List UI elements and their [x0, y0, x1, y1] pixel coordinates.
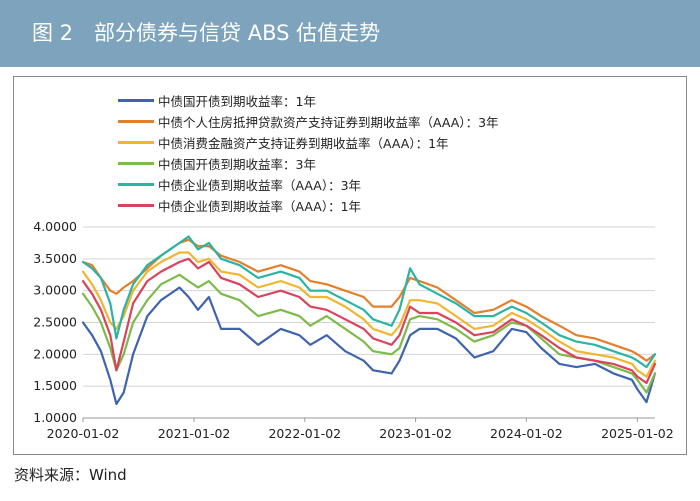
y-tick-label: 1.5000: [33, 378, 77, 393]
legend-label: 中债国开债到期收益率：3年: [158, 157, 316, 172]
y-tick-label: 3.0000: [33, 283, 77, 298]
chart-legend: 中债国开债到期收益率：1年中债个人住房抵押贷款资产支持证券到期收益率（AAA）：…: [118, 90, 499, 216]
x-tick-label: 2024-01-02: [490, 426, 563, 441]
y-tick-label: 1.0000: [33, 410, 77, 425]
y-tick-label: 3.5000: [33, 251, 77, 266]
legend-label: 中债企业债到期收益率（AAA）：1年: [158, 199, 362, 214]
series-line: [81, 286, 657, 406]
legend-label: 中债消费金融资产支持证券到期收益率（AAA）：1年: [158, 136, 449, 151]
chart-frame: [13, 76, 687, 455]
legend-label: 中债企业债到期收益率（AAA）：3年: [158, 178, 362, 193]
legend-swatch: [118, 183, 154, 186]
x-tick-label: 2023-01-02: [379, 426, 452, 441]
line-chart: 1.0000 1.5000 2.0000 2.5000 3.0000 3.5000 4.00…: [33, 219, 674, 441]
x-tick-label: 2022-01-02: [268, 426, 341, 441]
series-line: [81, 238, 657, 362]
legend-swatch: [118, 99, 154, 102]
legend-item: 中债个人住房抵押贷款资产支持证券到期收益率（AAA）：3年: [118, 111, 499, 132]
figure-title: 图 2 部分债券与信贷 ABS 估值走势: [32, 21, 381, 45]
legend-item: 中债消费金融资产支持证券到期收益率（AAA）：1年: [118, 132, 499, 153]
legend-label: 中债国开债到期收益率：1年: [158, 94, 316, 109]
legend-item: 中债国开债到期收益率：3年: [118, 153, 499, 174]
legend-swatch: [118, 162, 154, 165]
legend-swatch: [118, 204, 154, 207]
y-tick-label: 2.0000: [33, 346, 77, 361]
legend-swatch: [118, 141, 154, 144]
legend-item: 中债国开债到期收益率：1年: [118, 90, 499, 111]
series-line: [81, 257, 657, 385]
x-tick-label: 2025-01-02: [601, 426, 674, 441]
y-tick-label: 2.5000: [33, 315, 77, 330]
legend-label: 中债个人住房抵押贷款资产支持证券到期收益率（AAA）：3年: [158, 115, 499, 130]
figure-title-bar: 图 2 部分债券与信贷 ABS 估值走势: [0, 0, 700, 67]
series-line: [81, 273, 657, 394]
series-line: [81, 251, 657, 378]
y-tick-label: 4.0000: [33, 219, 77, 234]
legend-item: 中债企业债到期收益率（AAA）：1年: [118, 195, 499, 216]
legend-item: 中债企业债到期收益率（AAA）：3年: [118, 174, 499, 195]
series-line: [81, 235, 657, 369]
legend-swatch: [118, 120, 154, 123]
source-note: 资料来源：Wind: [14, 466, 127, 484]
x-tick-label: 2020-01-02: [47, 426, 120, 441]
x-tick-label: 2021-01-02: [158, 426, 231, 441]
